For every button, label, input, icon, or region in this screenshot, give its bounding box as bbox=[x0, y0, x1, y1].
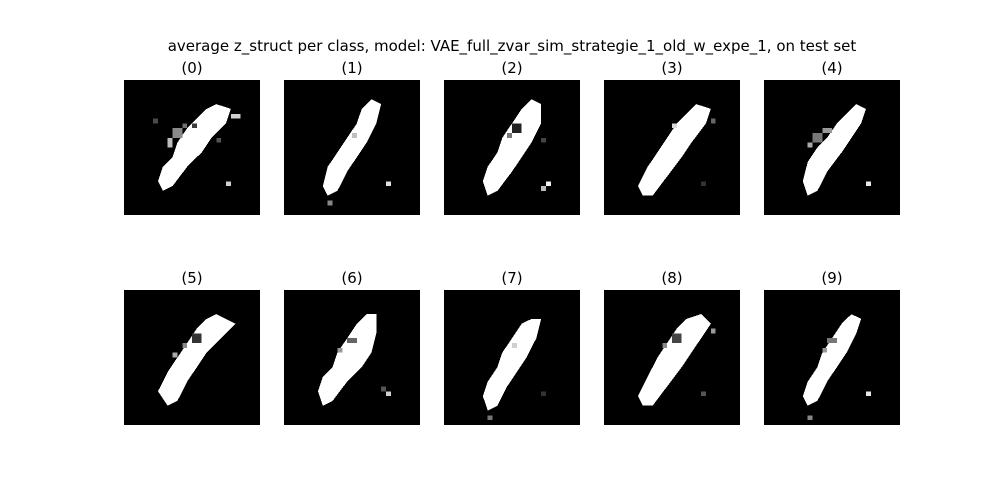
panel-image bbox=[284, 80, 420, 215]
panel-image bbox=[284, 290, 420, 425]
panel-label: (1) bbox=[341, 59, 363, 77]
panel-label: (2) bbox=[501, 59, 523, 77]
panel-image bbox=[444, 290, 580, 425]
panel-image bbox=[764, 290, 900, 425]
panel-image bbox=[444, 80, 580, 215]
panel-label: (7) bbox=[501, 269, 523, 287]
panel-image bbox=[124, 80, 260, 215]
panel-label: (6) bbox=[341, 269, 363, 287]
panel-image bbox=[124, 290, 260, 425]
panel-label: (8) bbox=[661, 269, 683, 287]
panel-image bbox=[604, 290, 740, 425]
panel-image bbox=[764, 80, 900, 215]
panel-image bbox=[604, 80, 740, 215]
panel-label: (0) bbox=[181, 59, 203, 77]
panel-label: (9) bbox=[821, 269, 843, 287]
panel-label: (4) bbox=[821, 59, 843, 77]
figure-title: average z_struct per class, model: VAE_f… bbox=[167, 37, 857, 55]
panel-label: (3) bbox=[661, 59, 683, 77]
panel-label: (5) bbox=[181, 269, 203, 287]
